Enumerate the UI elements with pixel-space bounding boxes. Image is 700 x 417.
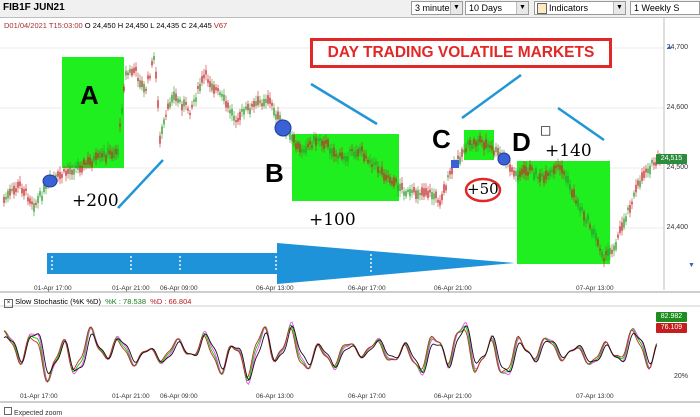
indicators-icon (537, 3, 547, 14)
range-value: 10 Days (469, 3, 503, 13)
info-low: L 24,435 (150, 21, 180, 30)
time-label-7: 07-Apr 13:00 (576, 285, 614, 292)
time-label-4: 06-Apr 13:00 (256, 285, 294, 292)
ohlc-info-line: D01/04/2021 T15:03:00 O 24,450 H 24,450 … (4, 21, 227, 30)
chevron-down-icon: ▼ (516, 2, 528, 14)
price-label-2: 24,600 (666, 104, 688, 111)
info-close: C 24,445 (181, 21, 212, 30)
stochastic-k: %K : 78.538 (105, 297, 146, 306)
interval-value: 3 minutes (415, 3, 455, 13)
chevron-down-icon: ▼ (450, 2, 462, 14)
time-label-2: 01-Apr 21:00 (112, 285, 150, 292)
stochastic-header: × Slow Stochastic (%K %D) %K : 78.538 %D… (4, 297, 191, 308)
square-marker: □ (540, 123, 552, 137)
stochastic-k-badge: 82.982 (656, 312, 687, 322)
points-d: +140 (545, 141, 592, 161)
points-c: +50 (467, 180, 499, 198)
chevron-down-icon: ▼ (613, 2, 625, 14)
range-dropdown[interactable]: 10 Days ▼ (465, 1, 529, 15)
points-a: +200 (72, 191, 119, 211)
stoch-time-label-3: 06-Apr 09:00 (160, 393, 198, 400)
time-label-6: 06-Apr 21:00 (434, 285, 472, 292)
info-datetime: D01/04/2021 T15:03:00 (4, 21, 83, 30)
time-label-5: 06-Apr 17:00 (348, 285, 386, 292)
chart-toolbar: FIB1F JUN21 3 minutes ▼ 10 Days ▼ Indica… (0, 0, 700, 18)
info-open: O 24,450 (84, 21, 116, 30)
label-c: C (432, 124, 451, 154)
stoch-time-label-1: 01-Apr 17:00 (20, 393, 58, 400)
bottom-status-label: Expected zoom (4, 407, 62, 417)
points-b: +100 (309, 210, 356, 230)
label-b: B (265, 158, 284, 188)
close-icon[interactable]: × (4, 299, 13, 308)
bottom-label-text: Expected zoom (13, 410, 63, 417)
indicators-label: Indicators (549, 3, 589, 13)
info-volume: V67 (213, 21, 228, 30)
indicators-dropdown[interactable]: Indicators ▼ (534, 1, 626, 15)
stochastic-title: Slow Stochastic (%K %D) (15, 297, 101, 306)
stochastic-d: %D : 66.804 (150, 297, 192, 306)
checkbox-icon[interactable] (4, 407, 12, 415)
compare-value: 1 Weekly S (634, 3, 680, 13)
interval-dropdown[interactable]: 3 minutes ▼ (411, 1, 463, 15)
trade-box-d (517, 161, 610, 264)
last-price-badge: 24,515 (656, 154, 687, 164)
symbol-label[interactable]: FIB1F JUN21 (3, 2, 65, 13)
stoch-time-label-7: 07-Apr 13:00 (576, 393, 614, 400)
trade-box-c (464, 130, 494, 160)
stoch-time-label-4: 06-Apr 13:00 (256, 393, 294, 400)
time-label-1: 01-Apr 17:00 (34, 285, 72, 292)
time-label-3: 06-Apr 09:00 (160, 285, 198, 292)
stochastic-axis-label: 20% (673, 373, 688, 380)
label-a: A (80, 80, 99, 110)
stochastic-d-badge: 76.109 (656, 323, 687, 333)
chart-title-box: DAY TRADING VOLATILE MARKETS (310, 38, 612, 68)
stoch-time-label-2: 01-Apr 21:00 (112, 393, 150, 400)
price-label-4: 24,400 (666, 224, 688, 231)
scroll-down-icon[interactable]: ▼ (688, 262, 695, 269)
label-d: D (512, 127, 531, 157)
scroll-up-icon[interactable]: ▲ (666, 44, 673, 51)
price-label-3: 24,500 (666, 164, 688, 171)
info-high: H 24,450 (117, 21, 149, 30)
stoch-time-label-5: 06-Apr 17:00 (348, 393, 386, 400)
price-label-1: 24,700 (666, 44, 688, 51)
stoch-time-label-6: 06-Apr 21:00 (434, 393, 472, 400)
